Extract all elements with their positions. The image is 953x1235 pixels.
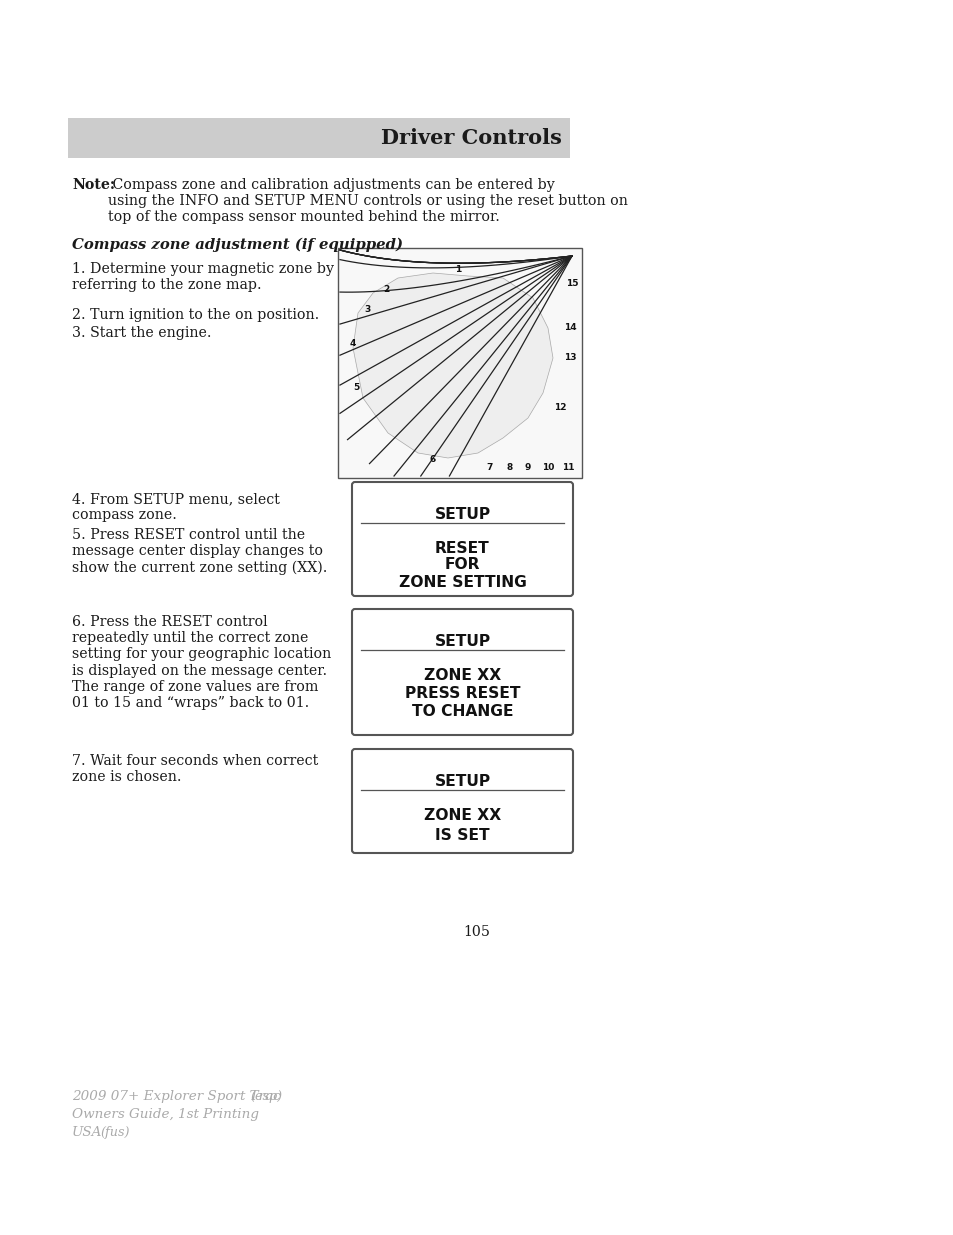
Text: 3: 3 (364, 305, 371, 315)
Text: SETUP: SETUP (434, 774, 490, 789)
Text: Compass zone and calibration adjustments can be entered by
using the INFO and SE: Compass zone and calibration adjustments… (108, 178, 627, 225)
Text: 6: 6 (430, 456, 436, 464)
Text: 105: 105 (463, 925, 490, 939)
FancyBboxPatch shape (352, 748, 573, 853)
Text: (esp): (esp) (250, 1091, 282, 1103)
Text: PRESS RESET: PRESS RESET (404, 685, 519, 701)
FancyBboxPatch shape (352, 609, 573, 735)
Text: 6. Press the RESET control
repeatedly until the correct zone
setting for your ge: 6. Press the RESET control repeatedly un… (71, 615, 331, 710)
Text: 5. Press RESET control until the
message center display changes to
show the curr: 5. Press RESET control until the message… (71, 529, 327, 574)
Text: 2. Turn ignition to the on position.: 2. Turn ignition to the on position. (71, 308, 319, 322)
Text: 14: 14 (563, 324, 576, 332)
Text: 5: 5 (353, 384, 358, 393)
Bar (68, 119, 569, 158)
Text: TO CHANGE: TO CHANGE (412, 704, 513, 719)
Text: 2009 07+ Explorer Sport Trac: 2009 07+ Explorer Sport Trac (71, 1091, 280, 1103)
Text: (fus): (fus) (100, 1126, 130, 1139)
Text: ZONE XX: ZONE XX (423, 668, 500, 683)
Text: 10: 10 (541, 463, 554, 473)
Text: 4: 4 (350, 338, 355, 347)
Text: Compass zone adjustment (if equipped): Compass zone adjustment (if equipped) (71, 238, 402, 252)
Text: IS SET: IS SET (435, 827, 489, 844)
Text: USA: USA (71, 1126, 102, 1139)
Text: 12: 12 (553, 404, 566, 412)
FancyBboxPatch shape (352, 482, 573, 597)
Text: 2: 2 (382, 285, 389, 294)
Text: 9: 9 (524, 463, 531, 473)
Text: 1. Determine your magnetic zone by
referring to the zone map.: 1. Determine your magnetic zone by refer… (71, 262, 334, 293)
Text: 11: 11 (561, 463, 574, 473)
Text: 13: 13 (563, 353, 576, 363)
Text: 8: 8 (506, 463, 513, 473)
Polygon shape (353, 273, 553, 458)
Text: 3. Start the engine.: 3. Start the engine. (71, 326, 212, 340)
Text: 7. Wait four seconds when correct
zone is chosen.: 7. Wait four seconds when correct zone i… (71, 755, 318, 784)
Text: SETUP: SETUP (434, 634, 490, 650)
Text: 7: 7 (486, 463, 493, 473)
Text: 4. From SETUP menu, select
compass zone.: 4. From SETUP menu, select compass zone. (71, 492, 279, 522)
Text: Owners Guide, 1st Printing: Owners Guide, 1st Printing (71, 1108, 258, 1121)
Text: ZONE SETTING: ZONE SETTING (398, 576, 526, 590)
Text: Driver Controls: Driver Controls (381, 128, 561, 148)
Text: FOR: FOR (444, 557, 479, 572)
Text: SETUP: SETUP (434, 508, 490, 522)
Text: Note:: Note: (71, 178, 115, 191)
Text: 1: 1 (455, 266, 460, 274)
Text: 15: 15 (565, 279, 578, 288)
Text: RESET: RESET (435, 541, 489, 556)
Bar (337, 248, 581, 478)
Text: ZONE XX: ZONE XX (423, 808, 500, 823)
